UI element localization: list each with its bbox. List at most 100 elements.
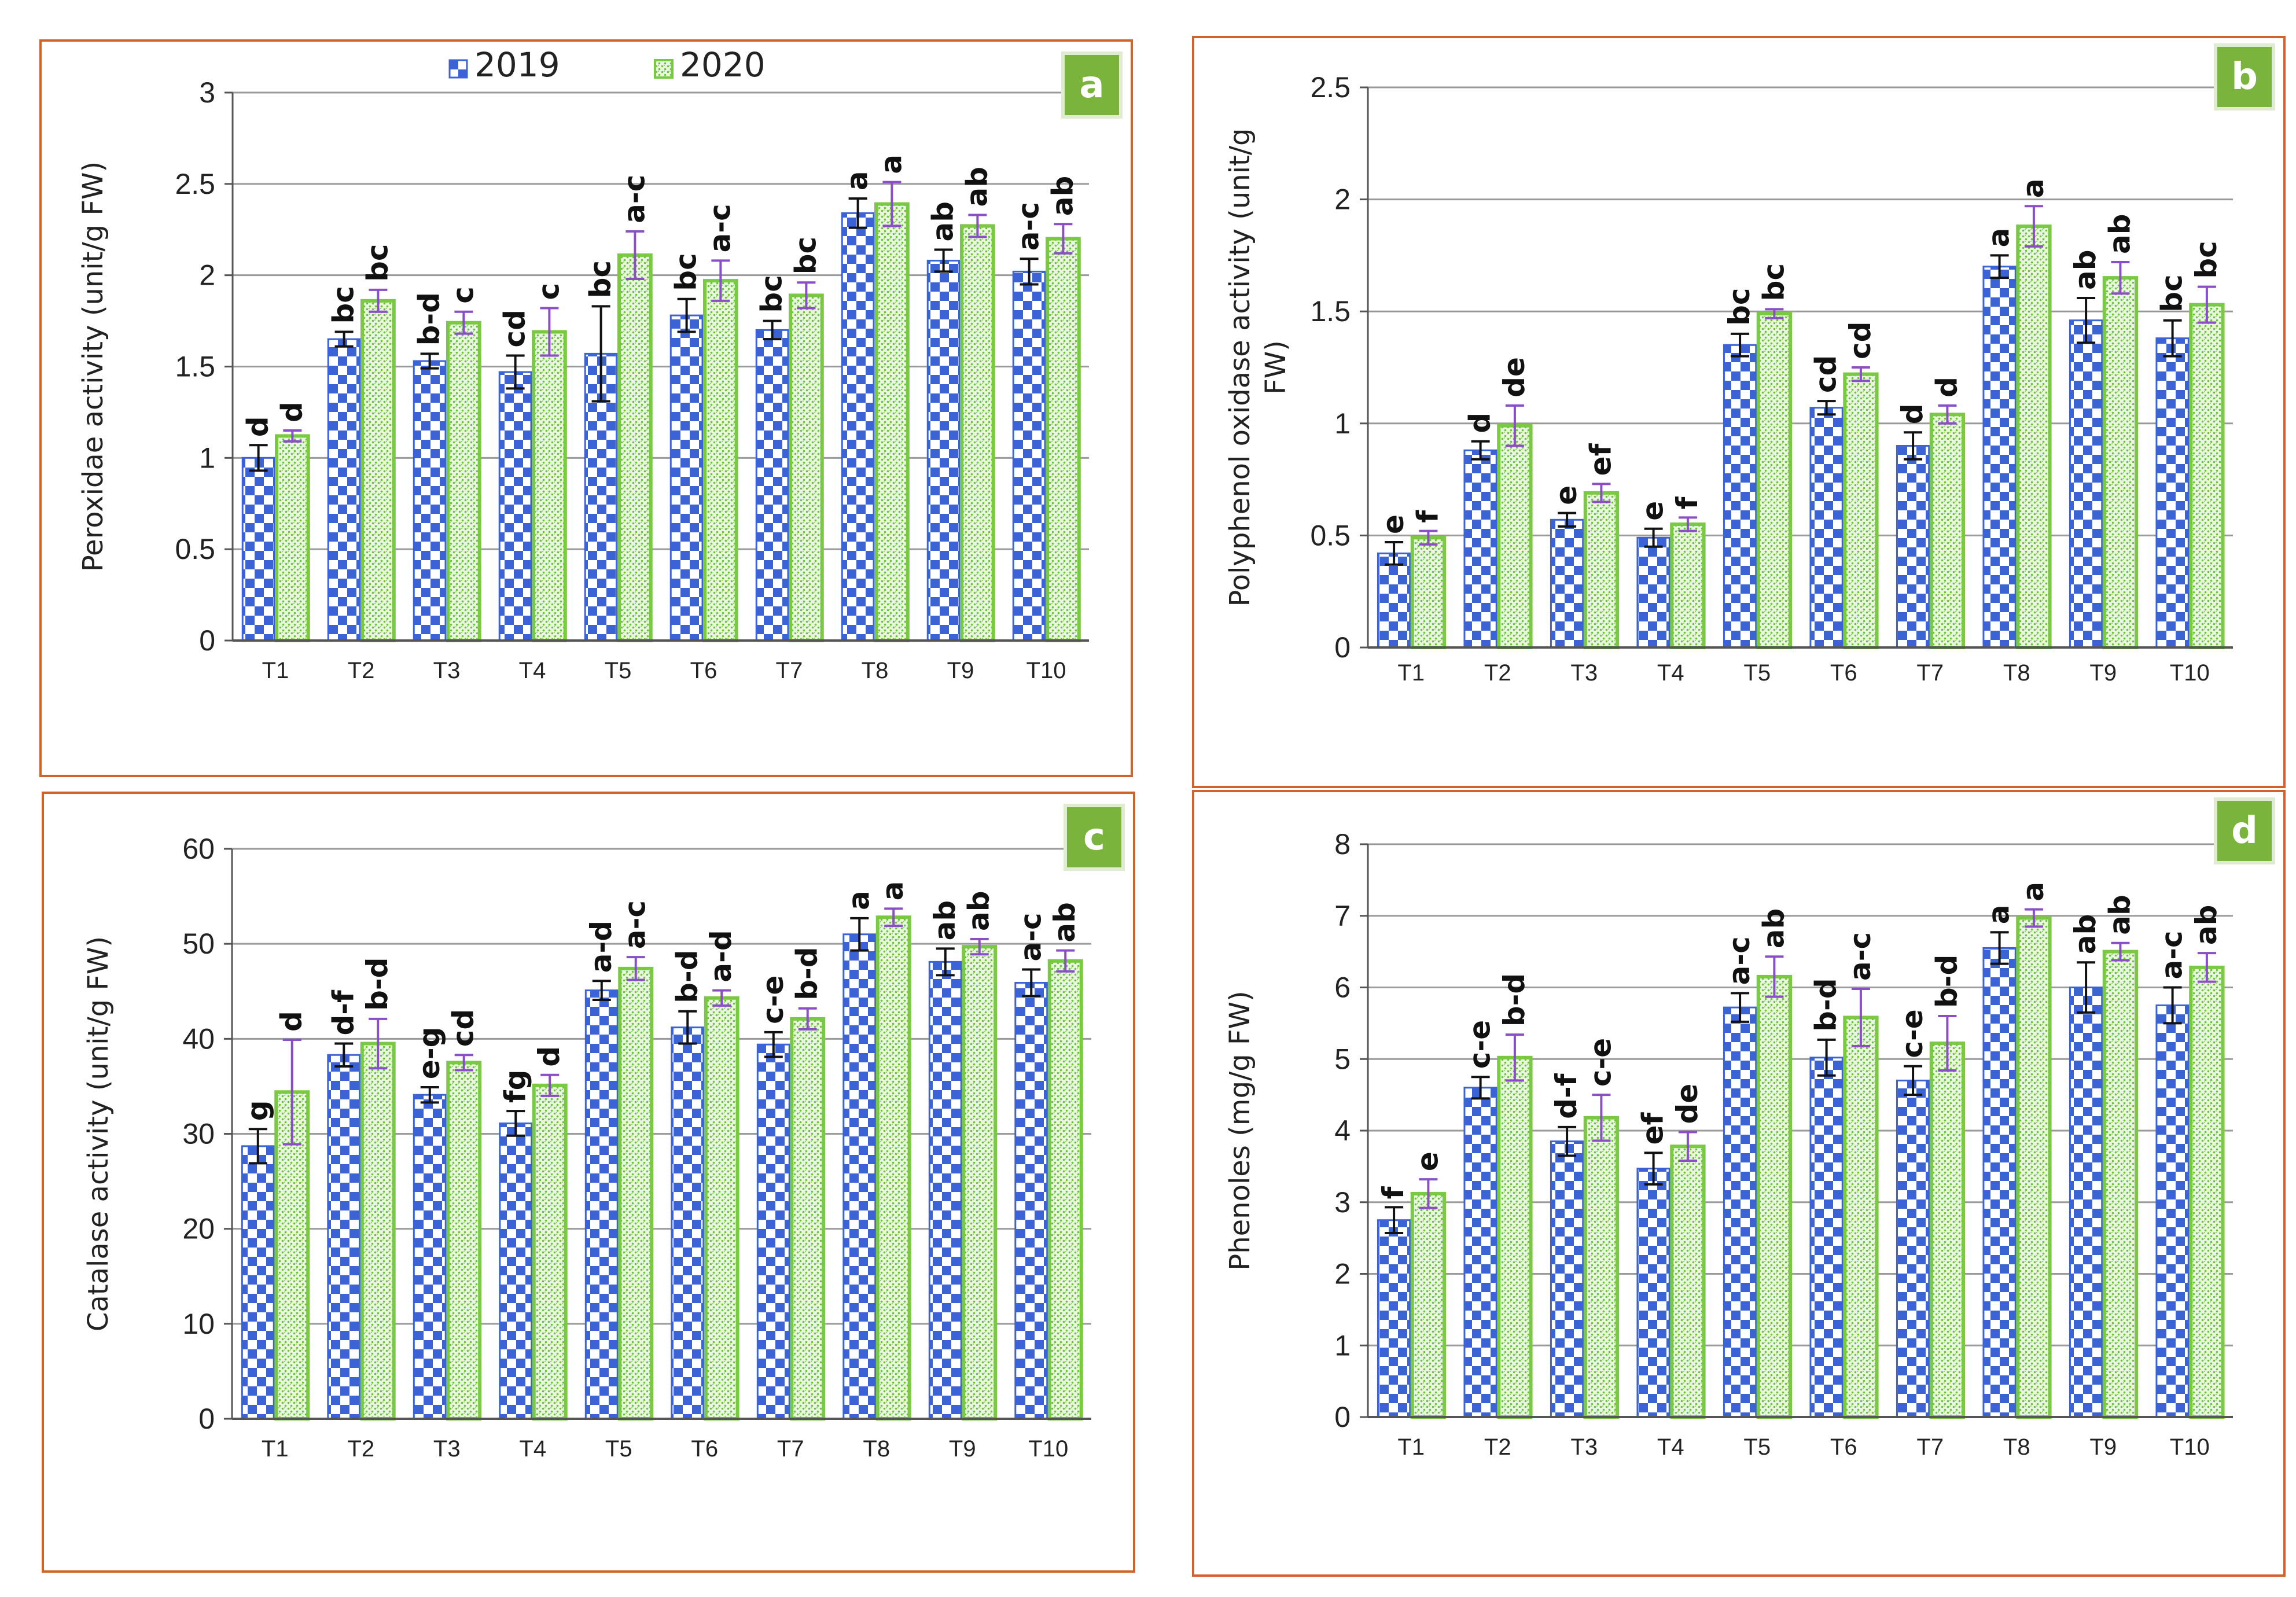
bar-2020-T4 xyxy=(1670,1145,1706,1419)
significance-letter: bc xyxy=(360,244,394,281)
error-bar-2019-T4 xyxy=(1644,1151,1663,1186)
error-bar-2020-T4 xyxy=(1678,1131,1697,1162)
bar-2019-T2 xyxy=(327,338,361,642)
bar-2020-T8 xyxy=(2016,225,2052,649)
bar-2019-T3 xyxy=(413,1094,447,1420)
error-bar-2020-T1 xyxy=(282,1038,301,1146)
error-bar-2020-T1 xyxy=(1419,1178,1438,1209)
error-bar-2019-T1 xyxy=(1385,541,1404,566)
bar-2019-T8 xyxy=(1982,947,2017,1418)
bar-2020-T2 xyxy=(1497,1055,1533,1419)
bar-2019-T5 xyxy=(1723,1006,1757,1418)
error-bar-2019-T7 xyxy=(764,1031,783,1058)
error-bar-2020-T2 xyxy=(369,1017,388,1070)
legend-label-2019: 2019 xyxy=(474,45,560,84)
error-bar-2020-T3 xyxy=(1592,483,1611,503)
svg-text:b: b xyxy=(2231,56,2258,98)
significance-letter: b-d xyxy=(1930,955,1963,1008)
y-tick-label: 0 xyxy=(1334,631,1351,664)
significance-letter: ab xyxy=(2069,249,2102,290)
bar-2019-T10 xyxy=(1014,981,1048,1420)
error-bar-2019-T2 xyxy=(1471,1076,1490,1100)
significance-letter: d-f xyxy=(1550,1073,1583,1119)
panel-label-c: c xyxy=(1064,804,1125,871)
bar-2020-T7 xyxy=(1929,1042,1966,1419)
y-tick-label: 1.5 xyxy=(175,351,215,383)
error-bar-2020-T8 xyxy=(2024,908,2043,928)
x-tick-label: T3 xyxy=(433,1436,461,1462)
significance-letter: e xyxy=(1377,514,1410,534)
x-tick-label: T9 xyxy=(2089,1434,2117,1460)
bar-2019-T9 xyxy=(2069,319,2103,649)
legend: 2019 2020 xyxy=(448,45,766,84)
error-bar-2019-T8 xyxy=(850,917,869,952)
y-tick-label: 50 xyxy=(182,928,215,960)
error-bar-2020-T3 xyxy=(454,1054,473,1072)
bar-2019-T8 xyxy=(841,212,875,642)
significance-letter: e-g xyxy=(413,1027,446,1079)
significance-letter: a-c xyxy=(703,204,737,252)
bar-2020-T10 xyxy=(1047,959,1083,1421)
error-bar-2019-T5 xyxy=(592,980,611,1002)
x-tick-label: T1 xyxy=(262,658,289,683)
error-bar-2019-T3 xyxy=(420,352,439,370)
bar-2020-T7 xyxy=(790,1017,826,1421)
bar-2020-T9 xyxy=(962,945,998,1421)
bar-2019-T7 xyxy=(1896,445,1930,649)
x-tick-label: T9 xyxy=(2089,660,2117,686)
significance-letter: e xyxy=(1636,501,1670,521)
x-tick-label: T7 xyxy=(1916,1434,1944,1460)
svg-text:d: d xyxy=(2231,809,2258,852)
error-bar-2019-T3 xyxy=(420,1086,439,1104)
significance-letter: bc xyxy=(2190,241,2223,278)
x-tick-label: T6 xyxy=(691,1436,718,1462)
significance-letter: bc xyxy=(669,253,703,290)
bar-2019-T1 xyxy=(1377,1219,1411,1418)
y-tick-label: 8 xyxy=(1334,828,1351,860)
error-bar-2020-T6 xyxy=(1851,366,1870,382)
significance-letter: c xyxy=(446,286,480,304)
significance-letter: c xyxy=(532,283,565,300)
x-tick-label: T4 xyxy=(1657,660,1684,686)
significance-letter: b-d xyxy=(790,947,824,1000)
significance-letter: b-d xyxy=(360,958,394,1011)
bar-2019-T4 xyxy=(498,371,532,642)
significance-letter: d xyxy=(1930,377,1963,398)
error-bar-2019-T9 xyxy=(2077,296,2096,344)
bar-2020-T9 xyxy=(2102,950,2139,1419)
bar-2020-T5 xyxy=(618,966,654,1421)
significance-letter: a-c xyxy=(2155,930,2189,979)
significance-letter: g xyxy=(241,1100,274,1121)
x-tick-label: T8 xyxy=(2003,1434,2030,1460)
y-tick-label: 4 xyxy=(1334,1114,1351,1147)
significance-letter: a-c xyxy=(617,175,651,223)
bar-2019-T2 xyxy=(1463,1087,1497,1418)
x-tick-label: T6 xyxy=(1830,660,1857,686)
bar-2020-T7 xyxy=(789,293,824,642)
bar-2020-T5 xyxy=(1756,312,1793,649)
significance-letter: d xyxy=(1896,403,1929,424)
chart-svg-b: 0 0.5 1 1.5 2 2.5 Polyphenol oxidase activity … xyxy=(1224,43,2275,686)
error-bar-2020-T4 xyxy=(1678,516,1697,532)
error-bar-2019-T6 xyxy=(1817,1038,1836,1077)
bar-2020-T10 xyxy=(1046,237,1081,642)
bar-2019-T6 xyxy=(1809,407,1844,649)
x-tick-label: T9 xyxy=(949,1436,976,1462)
y-tick-label: 10 xyxy=(182,1308,215,1340)
significance-letter: a-c xyxy=(1012,202,1046,251)
bar-2019-T6 xyxy=(669,314,704,642)
x-tick-label: T3 xyxy=(433,658,461,683)
significance-letter: ab xyxy=(928,900,962,941)
significance-letter: f xyxy=(1411,510,1444,523)
bar-2020-T3 xyxy=(1583,1116,1620,1419)
x-tick-label: T5 xyxy=(1743,1434,1771,1460)
error-bar-2019-T1 xyxy=(249,444,268,472)
bar-2019-T6 xyxy=(1809,1057,1844,1418)
error-bar-2020-T8 xyxy=(882,181,902,227)
significance-letter: bc xyxy=(1757,263,1790,301)
chart-panel-d: 0 1 2 3 4 5 6 7 8 Phenoles (mg/g FW) f e T1 c-e b-d T2 d… xyxy=(1192,790,2286,1577)
significance-letter: a-d xyxy=(584,921,618,973)
error-bar-2020-T7 xyxy=(798,1007,817,1031)
y-tick-label: 1 xyxy=(199,441,215,474)
bar-2019-T9 xyxy=(2069,987,2103,1418)
